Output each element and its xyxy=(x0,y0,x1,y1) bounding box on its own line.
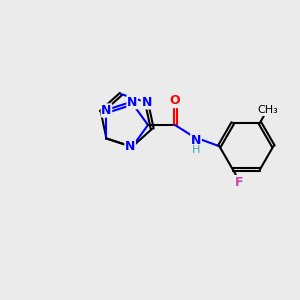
Text: N: N xyxy=(127,96,137,109)
Text: O: O xyxy=(170,94,180,107)
Text: N: N xyxy=(101,104,112,117)
Text: N: N xyxy=(125,140,135,153)
Text: H: H xyxy=(192,145,200,155)
Text: N: N xyxy=(191,134,201,146)
Text: F: F xyxy=(235,176,243,188)
Text: N: N xyxy=(141,96,152,109)
Text: CH₃: CH₃ xyxy=(257,106,278,116)
